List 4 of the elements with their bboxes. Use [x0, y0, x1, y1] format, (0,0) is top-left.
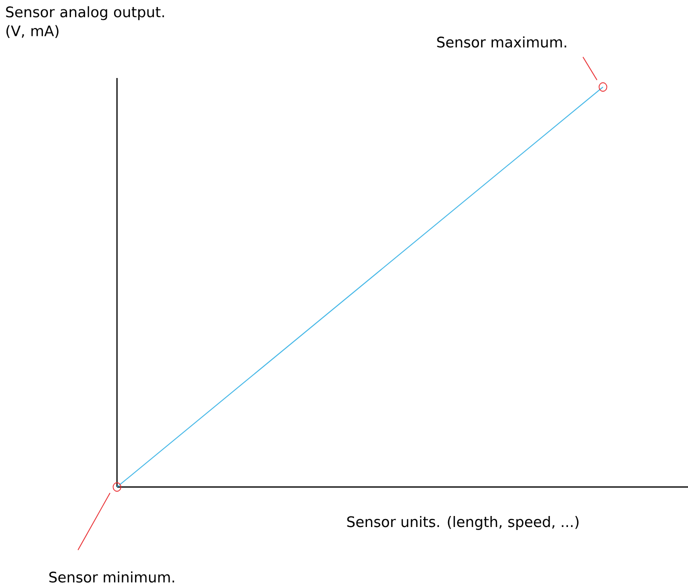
- y-axis-title: Sensor analog output. (V, mA): [6, 6, 164, 38]
- x-axis-title: Sensor units. (length, speed, ...): [347, 516, 578, 530]
- text: Sensor minimum.: [49, 571, 174, 583]
- text: Sensor maximum.: [437, 36, 566, 48]
